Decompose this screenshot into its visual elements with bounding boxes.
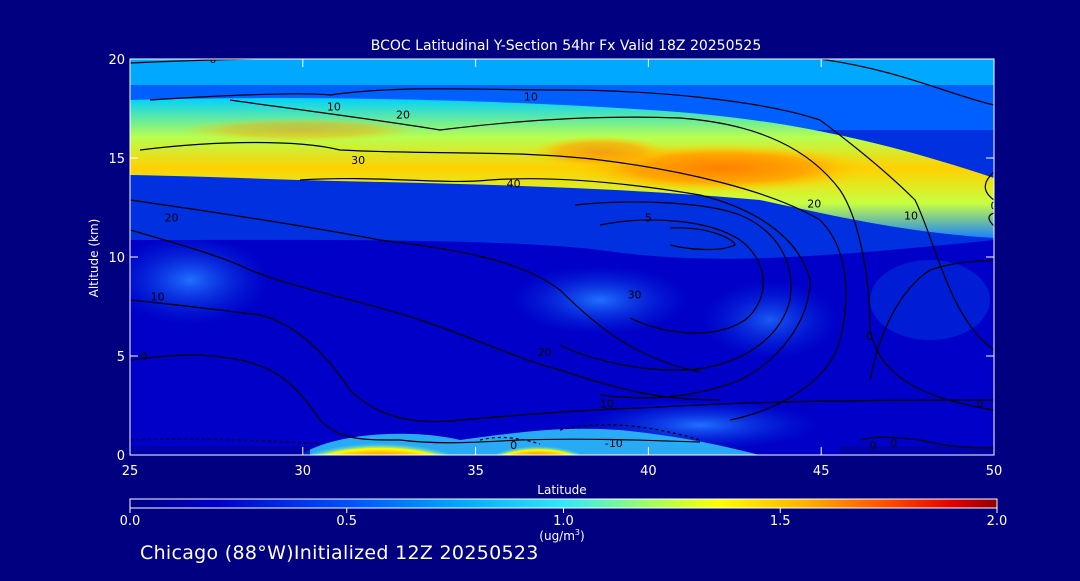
colorbar-gradient <box>129 498 998 509</box>
colorbar-tick-label: 1.0 <box>553 514 574 529</box>
y-tick-label: 5 <box>117 350 125 365</box>
contour-label: 20 <box>396 108 410 121</box>
contour-label: 0 <box>977 398 984 411</box>
x-tick-label: 45 <box>813 464 830 479</box>
contour-label: 0 <box>870 439 877 452</box>
contour-label: 30 <box>628 289 642 302</box>
contour-label: 0 <box>209 53 216 66</box>
contour-label: 10 <box>327 101 341 114</box>
colorbar-tick-label: 1.5 <box>770 514 791 529</box>
x-tick-label: 30 <box>295 464 312 479</box>
colorbar: 0.0 0.5 1.0 1.5 2.0 (ug/m3) <box>120 498 1008 543</box>
contour-label: 10 <box>524 91 538 104</box>
contour-label: 10 <box>151 291 165 304</box>
contour-label: 0 <box>866 330 873 343</box>
contour-label: 0 <box>140 350 147 363</box>
x-axis: 25 30 35 40 45 50 <box>122 59 1003 479</box>
y-tick-label: 20 <box>108 53 125 68</box>
contour-label: 20 <box>538 346 552 359</box>
concentration-field <box>130 59 994 455</box>
contour-label: 40 <box>507 178 521 191</box>
contour-label: 10 <box>904 209 918 222</box>
contour-label: 10 <box>600 398 614 411</box>
colorbar-tick-label: 0.5 <box>336 514 357 529</box>
contour-label: -10 <box>605 437 623 450</box>
chart-title: BCOC Latitudinal Y-Section 54hr Fx Valid… <box>371 38 761 54</box>
y-axis-label: Altitude (km) <box>87 219 101 298</box>
contour-label: 20 <box>807 198 821 211</box>
y-tick-label: 15 <box>108 152 125 167</box>
contour-label: 0 <box>510 439 517 452</box>
contour-label: 30 <box>351 154 365 167</box>
x-tick-label: 50 <box>986 464 1003 479</box>
contour-label: 0 <box>991 200 998 213</box>
x-tick-label: 35 <box>467 464 484 479</box>
footer-caption: Chicago (88°W)Initialized 12Z 20250523 <box>140 542 539 564</box>
contour-label: 5 <box>645 211 652 224</box>
y-tick-label: 10 <box>108 251 125 266</box>
x-tick-label: 40 <box>640 464 657 479</box>
x-axis-label: Latitude <box>537 483 586 497</box>
colorbar-tick-label: 2.0 <box>987 514 1008 529</box>
contour-lines <box>130 59 994 449</box>
y-tick-label: 0 <box>117 449 125 464</box>
colorbar-tick-label: 0.0 <box>120 514 141 529</box>
contour-label: 0 <box>890 437 897 450</box>
contour-label: 20 <box>164 211 178 224</box>
colorbar-ticks: 0.0 0.5 1.0 1.5 2.0 <box>120 508 1008 529</box>
y-axis: 0 5 10 15 20 <box>108 53 994 464</box>
colorbar-unit: (ug/m3) <box>539 528 584 543</box>
x-tick-label: 25 <box>122 464 139 479</box>
